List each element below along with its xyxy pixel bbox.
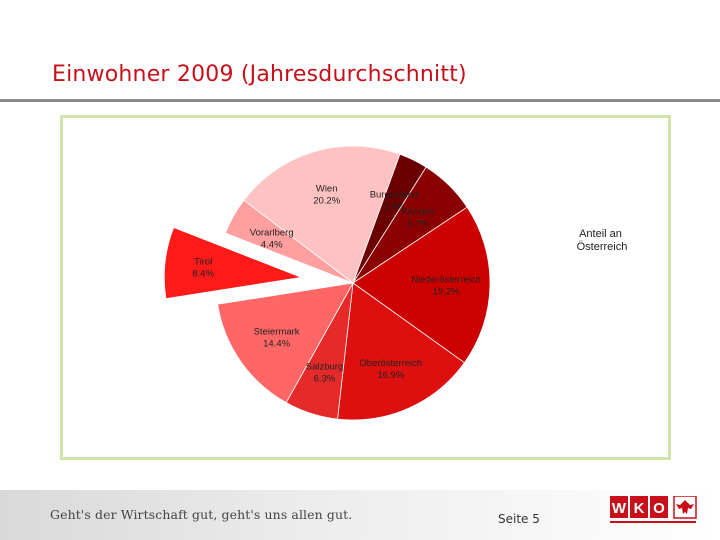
slice-label-name: Kärnten	[401, 206, 434, 217]
slice-label-name: Wien	[316, 184, 338, 195]
slice-label-name: Oberösterreich	[359, 358, 422, 369]
pie-slice-oberoesterreich	[337, 282, 465, 421]
slice-label-value: 19.2%	[433, 287, 460, 298]
wko-logo: W K O	[610, 496, 697, 523]
slice-label-name: Steiermark	[254, 326, 300, 337]
slice-label-tirol: Tirol 8.4%	[192, 257, 214, 280]
slice-label-name: Niederösterreich	[411, 275, 481, 286]
pie-slice-tirol	[163, 226, 303, 300]
legend-label: Anteil an Österreich	[577, 228, 628, 253]
slice-label-kaernten: Kärnten 6.7%	[401, 206, 434, 229]
logo-letter-k: K	[634, 500, 645, 517]
footer-bar: Geht's der Wirtschaft gut, geht's uns al…	[0, 490, 720, 540]
chart-frame: Burgenland 3.4% Kärnten 6.7% Niederösterreic…	[60, 115, 671, 460]
slice-label-value: 6.3%	[314, 374, 336, 385]
logo-underline	[610, 521, 696, 523]
slice-label-salzburg: Salzburg 6.3%	[306, 362, 344, 385]
legend-label-line-2: Österreich	[577, 241, 628, 253]
slice-label-name: Salzburg	[306, 362, 344, 373]
slice-label-name: Tirol	[194, 257, 212, 268]
slice-label-burgenland: Burgenland 3.4%	[370, 189, 419, 212]
slice-label-value: 6.7%	[407, 218, 429, 229]
footer-slogan: Geht's der Wirtschaft gut, geht's uns al…	[50, 507, 353, 522]
tyrol-eagle-icon	[673, 496, 697, 519]
slice-label-name: Burgenland	[370, 189, 419, 200]
slice-label-vorarlberg: Vorarlberg 4.4%	[250, 227, 294, 250]
page-title: Einwohner 2009 (Jahresdurchschnitt)	[52, 62, 467, 87]
title-divider	[0, 99, 720, 102]
pie-slices	[163, 145, 491, 421]
slice-label-oberoesterreich: Oberösterreich 16.9%	[359, 358, 422, 381]
page-number: Seite 5	[498, 512, 540, 526]
pie-labels: Burgenland 3.4%Kärnten 6.7% Niederösterreic…	[192, 184, 481, 385]
slice-label-name: Vorarlberg	[250, 227, 294, 238]
logo-letter-o: O	[653, 500, 665, 517]
slice-label-value: 16.9%	[377, 370, 404, 381]
slice-label-value: 3.4%	[383, 201, 405, 212]
logo-letter-w: W	[612, 500, 627, 517]
legend-label-line-1: Anteil an	[579, 228, 622, 240]
slice-label-value: 14.4%	[263, 338, 290, 349]
slice-label-value: 8.4%	[192, 269, 214, 280]
slice-label-wien: Wien 20.2%	[313, 184, 340, 207]
pie-slice-steiermark	[217, 282, 354, 404]
pie-slice-niederoesterreich	[352, 206, 491, 364]
slice-label-steiermark: Steiermark 14.4%	[254, 326, 300, 349]
slice-label-niederoesterreich: Niederösterreich 19.2%	[411, 275, 481, 298]
pie-slice-wien	[243, 145, 401, 284]
slice-label-value: 4.4%	[261, 239, 283, 250]
slice-label-value: 20.2%	[313, 196, 340, 207]
pie-chart: Burgenland 3.4%Kärnten 6.7% Niederösterreic…	[163, 145, 628, 421]
